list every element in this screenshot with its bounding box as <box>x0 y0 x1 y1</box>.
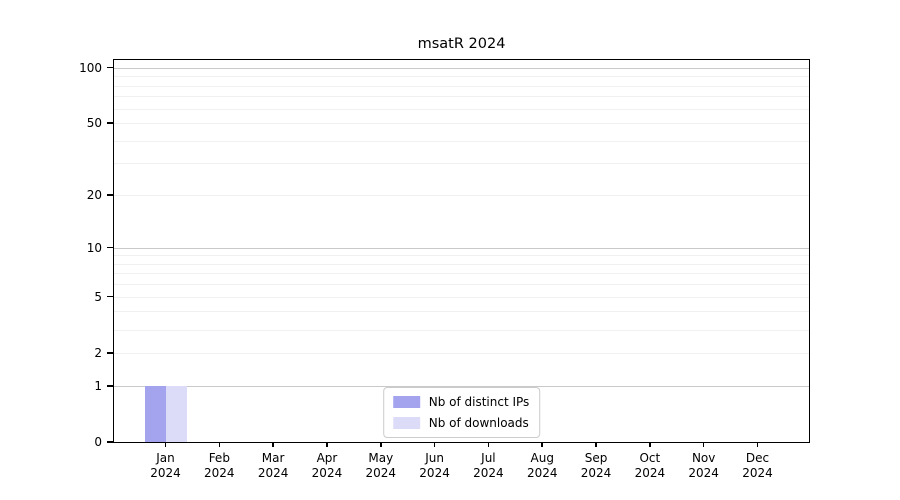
minor-gridline <box>114 284 809 286</box>
y-tick-mark <box>107 352 113 354</box>
legend-item-distinct-ips: Nb of distinct IPs <box>392 393 530 411</box>
minor-gridline <box>114 255 809 257</box>
x-tick-label: Jun 2024 <box>419 451 450 480</box>
x-tick-label: May 2024 <box>365 451 397 480</box>
minor-gridline <box>114 195 809 197</box>
y-tick-mark <box>107 384 113 387</box>
minor-gridline <box>114 296 809 298</box>
legend-item-downloads: Nb of downloads <box>392 414 530 432</box>
y-tick-mark <box>107 295 113 298</box>
minor-gridline <box>114 108 809 110</box>
x-tick-label: Jan 2024 <box>150 451 181 480</box>
x-tick-mark <box>326 442 328 447</box>
legend-swatch-distinct-ips <box>392 396 420 408</box>
y-tick-mark <box>107 441 113 443</box>
x-tick-label: Jul 2024 <box>473 451 504 480</box>
x-tick-mark <box>702 442 705 447</box>
x-tick-label: Aug 2024 <box>526 451 558 480</box>
x-tick-mark <box>218 442 221 447</box>
y-tick-label: 10 <box>86 240 102 255</box>
minor-gridline <box>114 311 809 313</box>
x-tick-label: Feb 2024 <box>204 451 235 480</box>
y-tick-label: 20 <box>86 188 102 203</box>
x-tick-label: Mar 2024 <box>257 451 289 480</box>
x-tick-mark <box>541 442 544 447</box>
minor-gridline <box>114 96 809 98</box>
y-tick-mark <box>107 66 113 69</box>
x-tick-label: Nov 2024 <box>688 451 719 480</box>
x-tick-mark <box>379 442 382 447</box>
bar-nb-of-downloads-jan <box>165 385 187 442</box>
x-tick-mark <box>649 442 651 447</box>
y-tick-label: 1 <box>94 378 102 393</box>
bar-nb-of-distinct-ips-jan <box>144 385 166 442</box>
x-tick-label: Oct 2024 <box>634 451 666 480</box>
x-tick-label: Dec 2024 <box>742 451 773 480</box>
major-gridline <box>114 67 809 69</box>
x-tick-label: Apr 2024 <box>311 451 343 480</box>
x-tick-label: Sep 2024 <box>580 451 612 480</box>
major-gridline <box>114 247 809 249</box>
x-tick-mark <box>595 442 597 447</box>
legend: Nb of distinct IPs Nb of downloads <box>382 387 541 438</box>
major-gridline <box>114 385 809 387</box>
minor-gridline <box>114 85 809 87</box>
minor-gridline <box>114 263 809 265</box>
minor-gridline <box>114 123 809 125</box>
y-tick-label: 0 <box>94 435 102 449</box>
legend-label-downloads: Nb of downloads <box>428 416 529 430</box>
x-tick-mark <box>433 442 436 447</box>
y-tick-mark <box>107 246 113 249</box>
minor-gridline <box>114 329 809 331</box>
y-tick-label: 100 <box>79 60 102 75</box>
y-tick-mark <box>107 122 113 124</box>
x-tick-mark <box>272 442 274 447</box>
minor-gridline <box>114 140 809 142</box>
x-tick-mark <box>756 442 759 447</box>
minor-gridline <box>114 273 809 275</box>
x-tick-mark <box>164 442 167 447</box>
x-tick-mark <box>487 442 490 447</box>
minor-gridline <box>114 352 809 354</box>
y-tick-mark <box>107 194 113 196</box>
chart-title: msatR 2024 <box>417 36 506 52</box>
minor-gridline <box>114 76 809 78</box>
legend-swatch-downloads <box>392 417 420 429</box>
minor-gridline <box>114 163 809 165</box>
y-tick-label: 2 <box>94 345 102 360</box>
plot-area: Nb of distinct IPs Nb of downloads 0 1 2 5 1… <box>79 59 810 480</box>
y-tick-label: 50 <box>86 116 102 131</box>
y-tick-label: 5 <box>94 289 102 304</box>
legend-label-distinct-ips: Nb of distinct IPs <box>428 395 530 409</box>
